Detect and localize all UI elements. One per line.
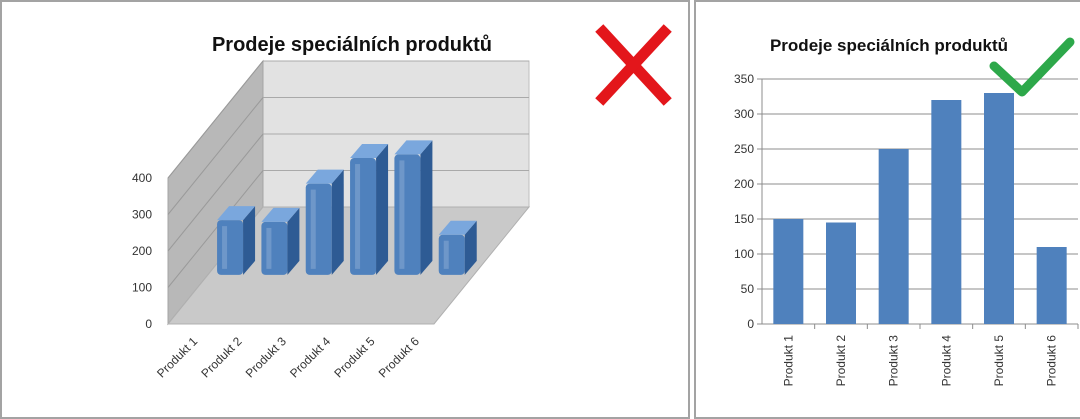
x-tick-label: Produkt 6 bbox=[376, 334, 422, 380]
gridline bbox=[167, 97, 264, 215]
bar-front bbox=[305, 183, 332, 275]
gridline bbox=[167, 133, 264, 252]
bar bbox=[438, 220, 477, 275]
y-tick-label: 350 bbox=[734, 72, 754, 86]
bar bbox=[305, 169, 344, 275]
x-tick-label: Produkt 3 bbox=[243, 334, 289, 380]
y-tick-label: 0 bbox=[747, 317, 754, 331]
chart-3d-walls bbox=[166, 59, 531, 326]
bar-side bbox=[331, 169, 344, 275]
y-axis-ticks: 0 100 200 300 400 bbox=[132, 171, 152, 331]
y-tick-label: 0 bbox=[145, 317, 152, 331]
y-tick-label: 300 bbox=[734, 107, 754, 121]
chart-panel-2d: Prodeje speciálních produktů 0 50 100 150 20… bbox=[694, 0, 1080, 419]
bar-top bbox=[261, 207, 300, 222]
bar-highlight bbox=[222, 226, 228, 269]
bar bbox=[984, 93, 1014, 324]
chart-3d-svg: Prodeje speciálních produktů 0 100 200 300 4… bbox=[132, 24, 672, 380]
y-tick-label: 50 bbox=[741, 282, 755, 296]
bar-highlight bbox=[399, 160, 405, 269]
y-tick-label: 200 bbox=[132, 244, 152, 258]
y-tick-label: 400 bbox=[132, 171, 152, 185]
gridline bbox=[167, 170, 264, 288]
x-tick-label: Produkt 1 bbox=[781, 335, 795, 387]
x-tick-label: Produkt 2 bbox=[834, 335, 848, 387]
x-tick-label: Produkt 2 bbox=[198, 334, 244, 380]
chart-panel-3d: Prodeje speciálních produktů 0 100 200 300 4… bbox=[0, 0, 690, 419]
y-tick-label: 150 bbox=[734, 212, 754, 226]
bar-top bbox=[305, 169, 344, 184]
bar bbox=[261, 207, 300, 275]
cross-stroke bbox=[595, 24, 672, 106]
bar bbox=[1036, 247, 1067, 324]
x-tick-label: Produkt 3 bbox=[887, 335, 901, 387]
x-tick-label: Produkt 6 bbox=[1045, 335, 1059, 387]
bar-front bbox=[217, 220, 244, 275]
gridline bbox=[167, 60, 264, 179]
cross-icon bbox=[595, 24, 672, 106]
bar bbox=[350, 144, 389, 275]
x-tick-label: Produkt 1 bbox=[154, 334, 200, 380]
bar-front bbox=[350, 158, 377, 275]
x-tick-label: Produkt 4 bbox=[939, 335, 953, 387]
chart-title: Prodeje speciálních produktů bbox=[770, 36, 1008, 55]
y-tick-label: 100 bbox=[734, 247, 754, 261]
bar-top bbox=[350, 144, 389, 159]
bar bbox=[826, 222, 856, 324]
bar-top bbox=[438, 220, 477, 235]
bar-front bbox=[438, 234, 465, 275]
bar-side bbox=[376, 144, 389, 275]
bar-highlight bbox=[310, 189, 316, 269]
x-tick-label: Produkt 5 bbox=[992, 335, 1006, 387]
chart-2d-svg: Prodeje speciálních produktů 0 50 100 150 20… bbox=[734, 36, 1079, 387]
bar-highlight bbox=[443, 240, 449, 269]
y-tick-label: 200 bbox=[734, 177, 754, 191]
chart-title: Prodeje speciálních produktů bbox=[212, 34, 492, 56]
bar-front bbox=[261, 221, 288, 275]
y-tick-label: 300 bbox=[132, 208, 152, 222]
bar-top bbox=[394, 140, 433, 155]
bar bbox=[878, 149, 909, 324]
bar bbox=[217, 206, 256, 275]
gridlines bbox=[757, 78, 1079, 329]
bar-series bbox=[217, 140, 477, 275]
bar-top bbox=[217, 206, 256, 221]
bar-side bbox=[243, 206, 256, 275]
bar bbox=[931, 100, 962, 324]
bar bbox=[394, 140, 433, 275]
bar-highlight bbox=[355, 164, 361, 269]
check-icon bbox=[989, 37, 1075, 97]
x-axis-ticks: Produkt 1 Produkt 2 Produkt 3 Produkt 4 Prod… bbox=[781, 335, 1058, 387]
bar-side bbox=[287, 207, 300, 275]
bar-series bbox=[773, 93, 1067, 324]
y-tick-label: 250 bbox=[734, 142, 754, 156]
x-tick-label: Produkt 4 bbox=[287, 334, 333, 380]
bar-side bbox=[420, 140, 433, 275]
bar-front bbox=[394, 154, 421, 275]
bar-side bbox=[464, 220, 477, 275]
x-tick-label: Produkt 5 bbox=[331, 334, 377, 380]
bar-highlight bbox=[266, 227, 272, 269]
y-axis-ticks: 0 50 100 150 200 250 300 350 bbox=[734, 72, 754, 331]
bar bbox=[773, 219, 804, 324]
y-tick-label: 100 bbox=[132, 281, 152, 295]
